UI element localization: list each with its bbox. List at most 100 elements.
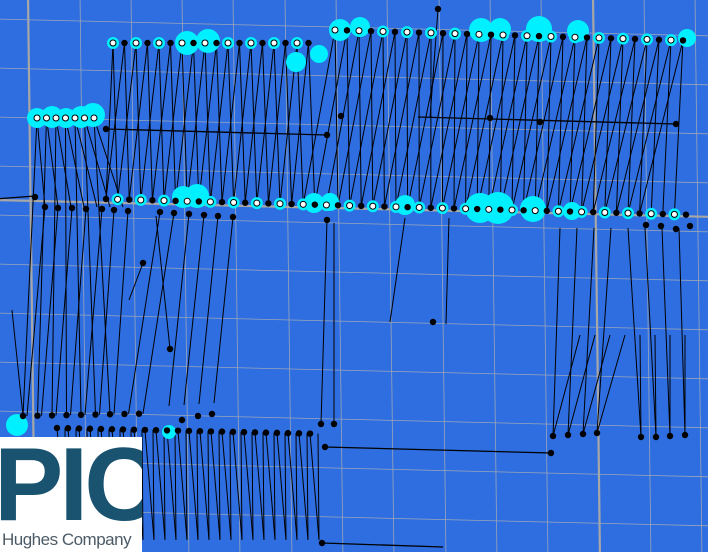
node-point[interactable] xyxy=(607,35,615,42)
well-marker[interactable] xyxy=(369,202,377,210)
well-marker[interactable] xyxy=(475,30,483,38)
node-point[interactable] xyxy=(321,443,329,451)
node-point[interactable] xyxy=(124,207,132,215)
well-marker[interactable] xyxy=(392,203,400,211)
node-point[interactable] xyxy=(543,207,550,215)
node-point[interactable] xyxy=(92,411,99,418)
node-point[interactable] xyxy=(265,200,272,207)
node-point[interactable] xyxy=(536,118,544,126)
node-point[interactable] xyxy=(559,33,567,41)
node-point[interactable] xyxy=(282,39,289,47)
well-marker[interactable] xyxy=(667,36,675,44)
node-point[interactable] xyxy=(190,39,197,47)
node-point[interactable] xyxy=(579,430,587,438)
well-marker[interactable] xyxy=(43,114,50,122)
node-point[interactable] xyxy=(474,205,481,213)
node-point[interactable] xyxy=(358,202,365,210)
node-point[interactable] xyxy=(566,208,574,215)
well-marker[interactable] xyxy=(90,114,98,122)
node-point[interactable] xyxy=(194,412,202,420)
well-marker[interactable] xyxy=(206,198,214,206)
well-marker[interactable] xyxy=(508,206,516,214)
node-point[interactable] xyxy=(631,35,639,43)
node-point[interactable] xyxy=(652,433,660,441)
node-point[interactable] xyxy=(213,39,220,47)
node-point[interactable] xyxy=(97,425,105,433)
well-marker[interactable] xyxy=(160,197,168,205)
node-point[interactable] xyxy=(152,426,160,434)
node-point[interactable] xyxy=(185,210,193,218)
node-points[interactable] xyxy=(19,5,694,547)
node-point[interactable] xyxy=(487,31,495,38)
well-marker[interactable] xyxy=(299,200,307,208)
node-point[interactable] xyxy=(200,211,208,219)
node-point[interactable] xyxy=(337,112,345,120)
well-marker[interactable] xyxy=(670,210,678,218)
node-point[interactable] xyxy=(98,205,106,213)
well-marker[interactable] xyxy=(293,39,301,47)
well-marker[interactable] xyxy=(201,39,209,47)
node-point[interactable] xyxy=(672,225,680,233)
node-point[interactable] xyxy=(77,411,85,419)
node-point[interactable] xyxy=(284,429,292,437)
node-point[interactable] xyxy=(53,424,61,432)
well-marker[interactable] xyxy=(415,203,423,211)
node-point[interactable] xyxy=(535,32,543,40)
node-point[interactable] xyxy=(68,204,76,212)
node-point[interactable] xyxy=(682,211,690,218)
well-marker[interactable] xyxy=(230,198,238,206)
node-point[interactable] xyxy=(163,427,171,434)
node-point[interactable] xyxy=(686,222,694,230)
node-point[interactable] xyxy=(196,427,204,435)
well-marker[interactable] xyxy=(451,30,459,38)
node-point[interactable] xyxy=(166,345,174,353)
well-marker[interactable] xyxy=(554,207,562,215)
node-point[interactable] xyxy=(323,216,331,224)
node-point[interactable] xyxy=(381,203,388,210)
node-point[interactable] xyxy=(549,432,557,440)
node-point[interactable] xyxy=(208,410,216,418)
well-marker[interactable] xyxy=(183,197,191,205)
well-marker[interactable] xyxy=(531,207,539,215)
node-point[interactable] xyxy=(106,411,114,418)
well-marker[interactable] xyxy=(499,31,507,39)
well-markers[interactable] xyxy=(31,24,681,221)
well-marker[interactable] xyxy=(33,114,41,122)
node-point[interactable] xyxy=(135,410,143,417)
node-point[interactable] xyxy=(318,539,326,547)
well-marker[interactable] xyxy=(81,114,88,122)
node-point[interactable] xyxy=(463,30,471,38)
well-marker[interactable] xyxy=(355,27,363,35)
node-point[interactable] xyxy=(666,432,674,440)
well-marker[interactable] xyxy=(137,196,145,204)
node-point[interactable] xyxy=(172,197,179,205)
well-marker[interactable] xyxy=(571,33,579,41)
node-point[interactable] xyxy=(655,36,663,43)
node-point[interactable] xyxy=(434,5,442,13)
node-point[interactable] xyxy=(679,37,687,44)
well-marker[interactable] xyxy=(276,200,284,208)
node-point[interactable] xyxy=(636,210,643,217)
node-point[interactable] xyxy=(659,210,666,218)
node-point[interactable] xyxy=(218,428,226,435)
node-point[interactable] xyxy=(642,221,650,229)
node-point[interactable] xyxy=(31,193,39,201)
well-marker[interactable] xyxy=(619,35,627,43)
node-point[interactable] xyxy=(141,426,149,434)
node-point[interactable] xyxy=(130,426,138,433)
well-marker[interactable] xyxy=(331,26,339,34)
node-point[interactable] xyxy=(450,205,458,212)
node-point[interactable] xyxy=(681,431,689,439)
node-point[interactable] xyxy=(343,27,351,34)
node-point[interactable] xyxy=(251,429,259,436)
node-point[interactable] xyxy=(102,195,110,203)
node-point[interactable] xyxy=(613,209,620,216)
node-point[interactable] xyxy=(497,206,504,213)
node-point[interactable] xyxy=(657,222,665,230)
node-point[interactable] xyxy=(214,212,222,220)
node-point[interactable] xyxy=(547,449,555,457)
node-point[interactable] xyxy=(259,39,266,47)
well-marker[interactable] xyxy=(643,35,651,43)
node-point[interactable] xyxy=(404,203,411,211)
node-point[interactable] xyxy=(273,429,281,437)
